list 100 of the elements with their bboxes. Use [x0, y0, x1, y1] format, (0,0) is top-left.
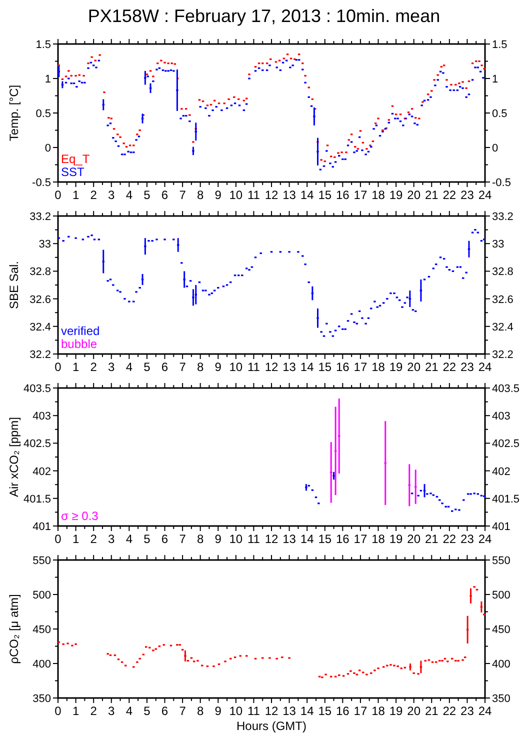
x-tick-label: 23	[460, 188, 474, 202]
x-tick-label: 20	[407, 188, 421, 202]
x-tick-label: 3	[108, 360, 116, 374]
y-tick-label: 32.4	[30, 321, 51, 334]
x-tick-label: 23	[460, 360, 474, 374]
x-tick-label: 2	[90, 704, 98, 718]
x-tick-label: 16	[336, 360, 350, 374]
x-tick-label: 7	[179, 360, 186, 374]
y2-tick-label: 32.8	[492, 266, 514, 278]
x-tick-label: 17	[354, 188, 368, 202]
y-tick-label: 403	[32, 410, 51, 423]
y-tick-label: 400	[32, 658, 51, 670]
text: σ ≥ 0.3	[61, 509, 99, 523]
y-tick-label: 450	[32, 624, 51, 636]
y-axis-title: SBE Sal.	[7, 260, 21, 310]
y2-tick-label: 32.4	[492, 321, 514, 334]
x-tick-label: 6	[161, 532, 168, 546]
x-tick-label: 1	[72, 188, 80, 202]
x-tick-label: 4	[126, 704, 133, 718]
x-tick-label: 10	[229, 360, 243, 374]
x-tick-label: 13	[282, 360, 296, 374]
x-tick-label: 3	[108, 532, 116, 546]
x-tick-label: 11	[247, 532, 260, 546]
y2-tick-label: 1	[492, 74, 498, 86]
x-tick-label: 2	[90, 532, 98, 546]
x-tick-label: 23	[460, 704, 474, 718]
x-tick-label: 12	[264, 704, 278, 718]
x-tick-label: 10	[229, 532, 243, 546]
x-tick-label: 3	[108, 188, 116, 202]
x-tick-label: 18	[372, 532, 386, 546]
x-tick-label: 9	[214, 188, 222, 202]
x-tick-label: 14	[300, 532, 314, 546]
y2-tick-label: 500	[492, 590, 510, 602]
x-tick-label: 19	[389, 704, 404, 718]
x-tick-label: 12	[264, 532, 278, 546]
x-tick-label: 0	[54, 360, 62, 374]
x-tick-label: 8	[196, 188, 204, 202]
x-tick-label: 0	[54, 532, 62, 546]
x-tick-label: 7	[179, 532, 186, 546]
y2-tick-label: 403	[492, 410, 510, 423]
x-tick-label: 16	[336, 704, 350, 718]
x-tick-label: 9	[214, 532, 222, 546]
y-tick-label: 401	[32, 521, 51, 533]
x-tick-label: 18	[372, 360, 386, 374]
y-axis-title: Temp. [°C]	[7, 84, 21, 142]
x-tick-label: 0	[54, 704, 62, 718]
y-tick-label: 550	[32, 555, 51, 567]
text: Eq_T	[61, 152, 90, 166]
x-tick-label: 24	[478, 704, 492, 718]
legend-label: bubble	[61, 337, 98, 351]
x-tick-label: 1	[72, 704, 80, 718]
x-tick-label: 20	[407, 360, 421, 374]
x-tick-label: 16	[336, 188, 350, 202]
x-tick-label: 22	[442, 704, 456, 718]
x-tick-label: 22	[442, 360, 456, 374]
y-tick-label: 1	[44, 74, 51, 86]
x-tick-label: 1	[72, 360, 80, 374]
y-tick-label: 0	[44, 142, 51, 154]
x-tick-label: 6	[161, 360, 168, 374]
y-axis-title: ρCO₂ [μ atm]	[7, 594, 21, 664]
y2-tick-label: 350	[492, 693, 510, 705]
x-tick-label: 22	[442, 532, 456, 546]
y2-tick-label: 0.5	[492, 108, 508, 120]
y2-tick-label: 401.5	[492, 493, 520, 506]
y2-tick-label: 550	[492, 555, 510, 567]
x-tick-label: 17	[354, 532, 368, 546]
x-tick-label: 5	[144, 532, 151, 546]
x-tick-label: 4	[126, 532, 133, 546]
y-tick-label: 500	[32, 590, 51, 602]
y-tick-label: 32.6	[30, 294, 51, 306]
x-tick-label: 15	[318, 532, 332, 546]
y-tick-label: 32.2	[30, 349, 51, 361]
chart-title: PX158W : February 17, 2013 : 10min. mean	[88, 6, 440, 26]
x-tick-label: 19	[389, 188, 404, 202]
x-tick-label: 22	[442, 188, 456, 202]
x-tick-label: 8	[196, 360, 204, 374]
x-tick-label: 4	[126, 360, 133, 374]
x-tick-label: 13	[282, 188, 296, 202]
x-tick-label: 17	[354, 360, 368, 374]
x-tick-label: 21	[424, 188, 439, 202]
x-tick-label: 0	[54, 188, 62, 202]
y-tick-label: 32.8	[30, 266, 51, 278]
x-tick-label: 8	[196, 532, 204, 546]
x-tick-label: 13	[282, 532, 296, 546]
x-tick-label: 15	[318, 188, 332, 202]
y2-tick-label: 32.2	[492, 349, 514, 361]
text: SST	[61, 165, 86, 179]
x-tick-label: 24	[478, 188, 492, 202]
y2-tick-label: 1.5	[492, 39, 508, 51]
y-tick-label: 0.5	[36, 108, 51, 120]
x-tick-label: 6	[161, 704, 168, 718]
x-tick-label: 14	[300, 360, 314, 374]
y-tick-label: 401.5	[23, 493, 51, 506]
x-axis-title: Hours (GMT)	[236, 719, 306, 733]
y-tick-label: 1.5	[36, 39, 51, 51]
x-tick-label: 13	[282, 704, 296, 718]
x-tick-label: 14	[300, 704, 314, 718]
x-tick-label: 7	[179, 188, 186, 202]
x-tick-label: 21	[424, 360, 439, 374]
x-tick-label: 18	[372, 704, 386, 718]
